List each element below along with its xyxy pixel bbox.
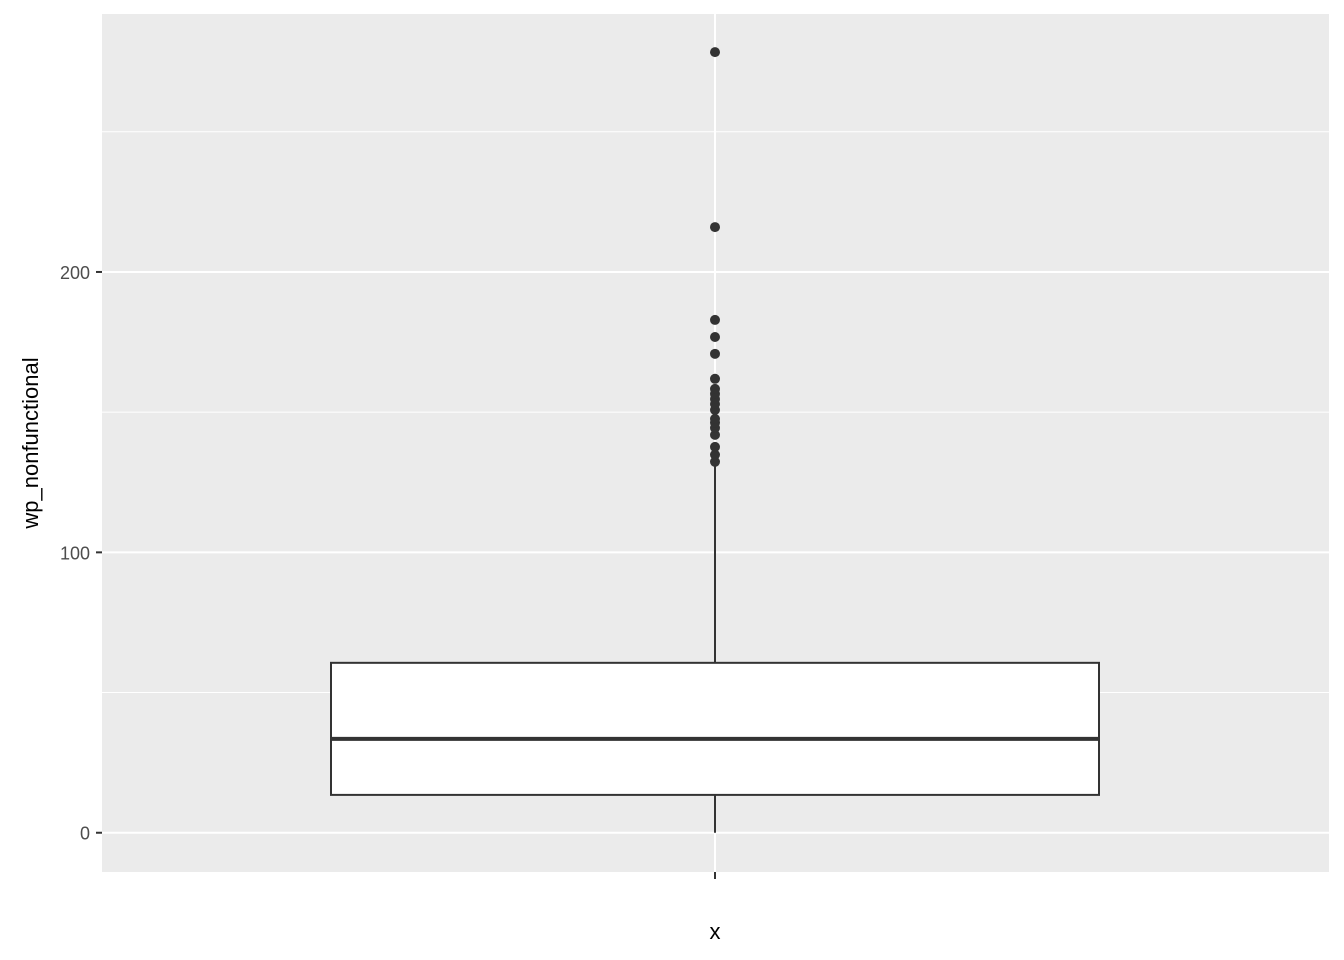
y-tick-label: 100 xyxy=(60,543,90,563)
outlier-point xyxy=(710,456,720,467)
outlier-point xyxy=(710,449,720,460)
outlier-point xyxy=(710,348,720,359)
y-tick-label: 200 xyxy=(60,263,90,283)
y-tick-label: 0 xyxy=(80,824,90,844)
outlier-point xyxy=(710,47,720,58)
outlier-point xyxy=(710,441,720,452)
outlier-point xyxy=(710,222,720,233)
outlier-point xyxy=(710,429,720,440)
outlier-point xyxy=(710,314,720,325)
iqr-box xyxy=(330,661,1100,796)
y-axis-title: wp_nonfunctional xyxy=(18,357,43,529)
outlier-point xyxy=(710,332,720,343)
x-axis-title: x xyxy=(710,919,721,944)
outlier-point xyxy=(710,373,720,384)
outlier-point xyxy=(710,383,720,394)
outlier-point xyxy=(710,413,720,424)
